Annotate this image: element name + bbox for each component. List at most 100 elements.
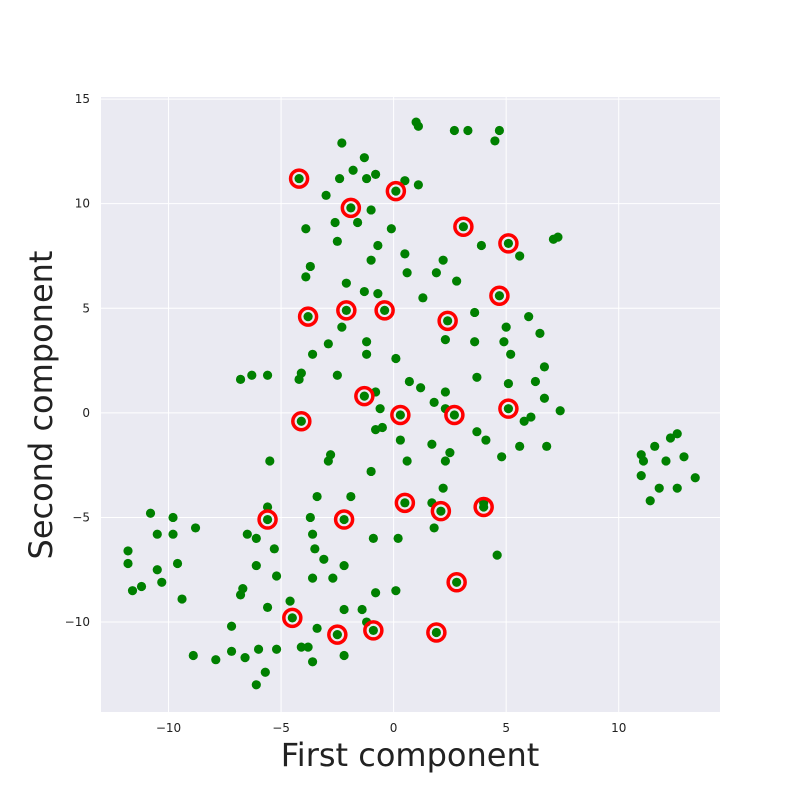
data-point xyxy=(452,577,462,587)
data-point xyxy=(497,452,507,462)
data-point xyxy=(366,205,376,215)
data-point xyxy=(305,261,315,272)
y-tick-label: 15 xyxy=(75,92,90,106)
data-point xyxy=(226,646,237,656)
data-point xyxy=(323,456,333,466)
data-point xyxy=(490,136,500,146)
data-point xyxy=(339,514,349,525)
highlighted-point xyxy=(297,306,319,327)
data-point xyxy=(440,456,450,466)
data-point xyxy=(470,337,480,347)
highlight-ring xyxy=(446,572,467,593)
data-point xyxy=(339,650,349,661)
data-point xyxy=(262,502,273,512)
data-point xyxy=(265,456,275,466)
data-point xyxy=(501,322,511,332)
data-point xyxy=(362,173,372,184)
highlight-ring xyxy=(374,300,395,321)
x-tick-label: 5 xyxy=(502,721,510,735)
data-point xyxy=(463,125,473,136)
highlighted-point xyxy=(257,509,278,530)
highlighted-point xyxy=(291,410,312,432)
data-point xyxy=(359,286,369,297)
data-point xyxy=(353,217,363,228)
data-point xyxy=(269,544,279,554)
data-point xyxy=(211,655,221,665)
highlight-ring xyxy=(336,300,357,321)
data-point xyxy=(436,506,446,516)
data-point xyxy=(494,125,505,136)
data-point xyxy=(157,577,167,587)
data-point xyxy=(337,322,347,332)
highlight-ring xyxy=(498,398,519,419)
data-point xyxy=(312,623,322,633)
data-point xyxy=(287,613,297,623)
data-point xyxy=(472,372,482,382)
data-point xyxy=(301,272,311,282)
data-point xyxy=(357,604,367,615)
highlighted-point xyxy=(333,509,355,530)
highlighted-point xyxy=(498,233,519,254)
data-point xyxy=(303,312,313,322)
data-point xyxy=(123,558,133,569)
data-point xyxy=(285,596,295,606)
data-point xyxy=(481,435,491,445)
data-point xyxy=(416,383,426,393)
highlighted-point xyxy=(473,496,494,518)
data-point xyxy=(654,483,664,493)
data-point xyxy=(515,441,525,451)
data-point xyxy=(371,588,381,598)
data-point xyxy=(650,441,660,451)
data-point xyxy=(348,165,358,175)
data-point xyxy=(418,293,428,303)
data-point xyxy=(429,397,439,408)
y-tick-label: 0 xyxy=(82,406,90,420)
data-point xyxy=(346,203,356,213)
data-point xyxy=(346,491,356,502)
highlight-ring xyxy=(354,385,375,407)
data-point xyxy=(479,502,489,512)
x-tick-labels: −10 −5 0 5 10 xyxy=(156,721,626,735)
highlighted-point xyxy=(437,310,458,332)
data-point xyxy=(386,224,396,234)
highlighted-point xyxy=(498,398,519,419)
data-point xyxy=(539,393,550,403)
data-point xyxy=(168,512,178,523)
data-point xyxy=(235,374,246,384)
data-point xyxy=(271,644,282,654)
y-tick-label: 5 xyxy=(82,301,90,315)
data-point xyxy=(152,565,162,575)
data-point xyxy=(177,594,187,604)
data-point xyxy=(449,410,459,420)
highlight-ring xyxy=(473,496,494,518)
highlighted-point xyxy=(444,404,465,426)
data-point xyxy=(429,523,439,533)
highlight-ring xyxy=(426,622,447,643)
data-point xyxy=(400,249,410,259)
highlight-ring xyxy=(385,180,407,202)
highlight-ring xyxy=(282,607,303,629)
data-point xyxy=(341,278,351,288)
data-point xyxy=(242,529,252,539)
highlighted-point xyxy=(430,500,452,522)
data-point xyxy=(262,370,273,380)
data-point xyxy=(438,483,448,493)
data-point xyxy=(359,153,369,163)
data-point xyxy=(260,667,270,677)
data-point xyxy=(307,573,318,583)
data-point xyxy=(492,550,502,560)
highlighted-point xyxy=(336,300,357,321)
highlighted-point xyxy=(327,624,348,645)
data-point xyxy=(530,376,541,387)
data-point xyxy=(452,276,462,286)
data-point xyxy=(638,456,649,466)
highlight-ring xyxy=(430,500,452,522)
y-tick-label: 10 xyxy=(75,197,90,211)
x-tick-label: −10 xyxy=(156,721,181,735)
data-point xyxy=(152,529,162,539)
highlight-ring xyxy=(390,404,411,426)
data-point xyxy=(366,255,376,265)
data-point xyxy=(190,523,201,533)
highlight-ring xyxy=(333,509,355,530)
